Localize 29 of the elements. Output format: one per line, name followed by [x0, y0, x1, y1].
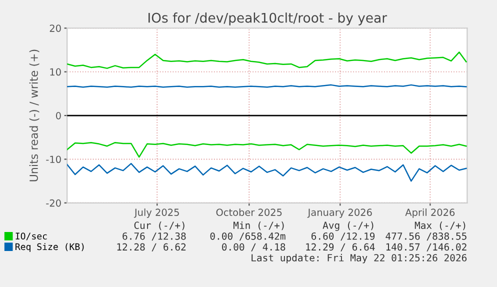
- text: 6.60 /12.19: [311, 232, 375, 241]
- y-tick-label: 0: [56, 112, 61, 120]
- text: 12.29 / 6.64: [306, 243, 375, 252]
- line-series: [67, 52, 467, 69]
- text: Avg (-/+): [322, 221, 374, 231]
- line-series: [67, 142, 467, 158]
- line-series: [67, 162, 467, 182]
- text: Min (-/+): [234, 221, 284, 230]
- text: Cur (-/+): [134, 221, 184, 230]
- y-tick-label: 20: [50, 24, 61, 32]
- y-tick-label: 10: [50, 68, 61, 76]
- y-tick-label: -20: [46, 199, 61, 207]
- x-tick-label: October 2025: [216, 208, 282, 216]
- y-axis-title: Units read (-) / write (+): [29, 50, 40, 182]
- legend-label: Req Size (KB): [16, 243, 84, 252]
- text: 140.57 /146.02: [386, 243, 466, 252]
- text: Max (-/+): [414, 221, 466, 230]
- legend-label: IO/sec: [16, 232, 47, 240]
- chart-title: IOs for /dev/peak10clt/root - by year: [148, 12, 388, 26]
- text: 477.56 /838.55: [386, 232, 466, 241]
- x-tick-label: July 2025: [134, 208, 179, 218]
- x-tick-label: January 2026: [307, 208, 372, 218]
- text: 0.00 /658.42m: [210, 232, 286, 241]
- y-tick-label: -10: [46, 156, 61, 164]
- text: 0.00 / 4.18: [222, 243, 286, 252]
- text: 12.28 / 6.62: [117, 243, 186, 252]
- x-tick-label: April 2026: [405, 208, 455, 218]
- text: 6.76 /12.38: [122, 232, 186, 241]
- text: Last update: Fri May 22 01:25:26 2026: [252, 254, 467, 264]
